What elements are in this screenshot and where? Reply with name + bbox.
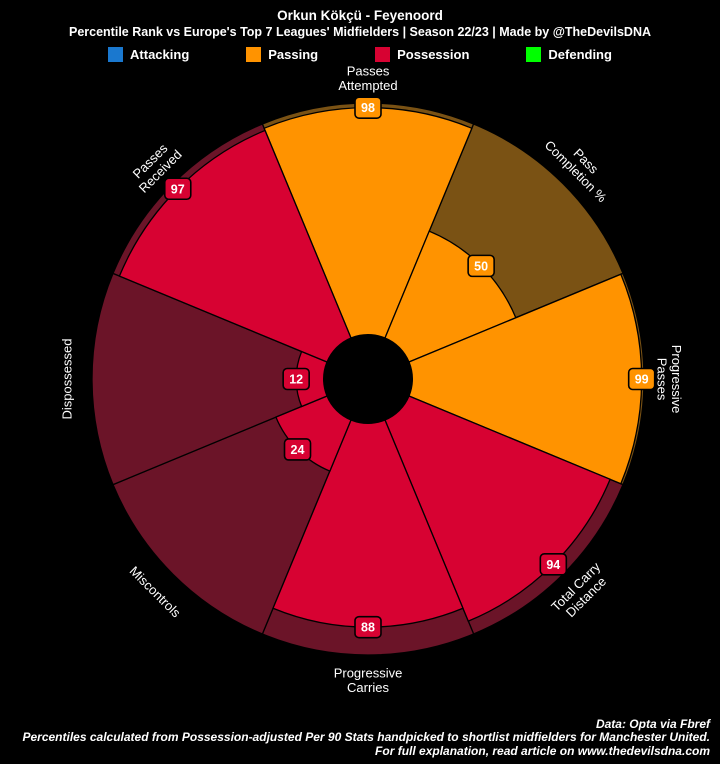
footer-methodology: Percentiles calculated from Possession-a…: [22, 730, 710, 744]
attacking-swatch-icon: [108, 47, 124, 62]
value-label-miscontrols: 24: [291, 443, 305, 457]
value-badge-passes-attempted: [354, 96, 382, 119]
value-badge-miscontrols: [283, 438, 312, 461]
value-badge-pass-completion: [467, 254, 495, 278]
value-label-total-carry-distance: 94: [546, 558, 560, 572]
legend-label: Possession: [397, 47, 470, 62]
possession-swatch-icon: [375, 47, 391, 62]
page-subtitle: Percentile Rank vs Europe's Top 7 League…: [68, 25, 652, 39]
passing-swatch-icon: [246, 47, 262, 62]
param-label-dispossessed: Dispossessed: [60, 339, 75, 420]
value-badge-dispossessed: [282, 367, 310, 391]
legend-item-possession: Possession: [375, 47, 469, 62]
legend-item-attacking: Attacking: [108, 47, 189, 62]
value-label-progressive-carries: 88: [361, 621, 375, 635]
value-label-passes-attempted: 98: [361, 101, 375, 115]
value-badge-progressive-passes: [627, 367, 656, 391]
page-title: Orkun Kökçü - Feyenoord: [277, 8, 443, 23]
defending-swatch-icon: [526, 47, 542, 62]
footer-data-source: Data: Opta via Fbref: [595, 716, 710, 731]
header: Orkun Kökçü - Feyenoord Percentile Rank …: [0, 0, 720, 62]
footer-article-note: For full explanation, read article on ww…: [375, 743, 710, 758]
legend-item-defending: Defending: [526, 47, 612, 62]
legend-label: Passing: [268, 47, 319, 62]
legend: Attacking Passing Possession Defending: [0, 47, 720, 62]
param-label-passes-attempted: Passes Attempted: [338, 63, 397, 93]
legend-item-passing: Passing: [246, 47, 318, 62]
value-badge-progressive-carries: [354, 615, 382, 639]
value-label-pass-completion: 50: [474, 259, 488, 273]
footer: Data: Opta via Fbref Percentiles calcula…: [0, 716, 710, 759]
value-badge-passes-received: [163, 177, 192, 201]
legend-label: Defending: [548, 47, 612, 62]
value-label-dispossessed: 12: [289, 373, 303, 387]
param-label-progressive-carries: Progressive Carries: [334, 665, 403, 695]
value-label-progressive-passes: 99: [635, 373, 649, 387]
param-label-progressive-passes: ProgressivePasses: [654, 345, 684, 414]
legend-label: Attacking: [130, 47, 190, 62]
value-label-passes-received: 97: [171, 182, 185, 196]
value-badge-total-carry-distance: [539, 553, 568, 576]
center-hole: [323, 334, 413, 424]
